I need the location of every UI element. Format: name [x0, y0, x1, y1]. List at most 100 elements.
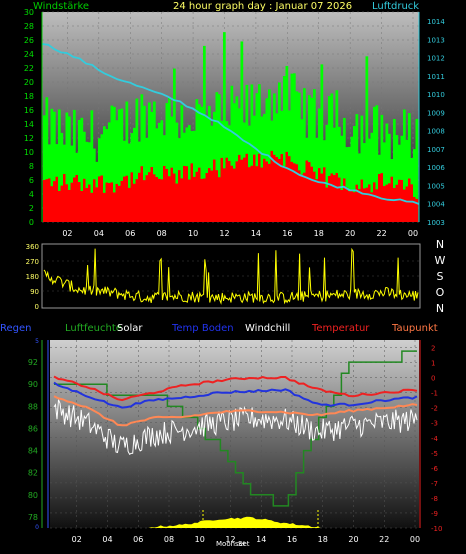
wind-average-bar	[178, 170, 181, 222]
wind-average-bar	[350, 191, 354, 222]
wind-average-bar	[365, 187, 369, 222]
wind-gust-bar	[240, 41, 244, 222]
wind-average-bar	[80, 190, 84, 222]
wind-average-bar	[275, 157, 279, 222]
wind-gust-bar	[78, 119, 81, 222]
direction-tick-label: 270	[26, 258, 39, 266]
temperature-tick-label: -1	[431, 390, 438, 398]
x-tick-label: 16	[287, 535, 297, 544]
wind-average-bar	[253, 154, 256, 222]
wind-gust-bar	[408, 113, 411, 222]
x-tick-label: 12	[219, 229, 229, 238]
wind-gust-bar	[385, 123, 389, 222]
wind-gust-bar	[290, 73, 294, 223]
wind-gust-bar	[395, 135, 399, 222]
wind-average-bar	[128, 187, 131, 222]
wind-gust-bar	[155, 128, 159, 222]
pressure-tick-label: 1010	[427, 91, 445, 99]
wind-average-bar	[60, 185, 64, 222]
x-tick-label: 06	[125, 229, 135, 238]
wind-gust-bar	[400, 135, 404, 222]
temperature-tick-label: 0	[431, 375, 435, 383]
wind-average-bar	[395, 184, 399, 222]
wind-gust-bar	[205, 117, 209, 222]
wind-gust-bar	[388, 133, 391, 222]
wind-average-bar	[325, 187, 329, 222]
compass-letter: W	[435, 254, 446, 267]
pressure-tick-label: 1012	[427, 55, 445, 63]
wind-gust-bar	[50, 108, 54, 222]
x-tick-label: 04	[94, 229, 104, 238]
wind-gust-bar	[405, 139, 409, 222]
wind-tick-label: 6	[29, 176, 34, 185]
wind-gust-bar	[340, 135, 344, 222]
solar-area	[50, 516, 419, 528]
wind-average-bar	[155, 177, 159, 222]
wind-average-bar	[158, 178, 161, 222]
wind-gust-bar	[335, 90, 339, 223]
wind-tick-label: 8	[29, 162, 34, 171]
wind-average-bar	[273, 154, 276, 222]
wind-average-bar	[385, 184, 389, 222]
wind-average-bar	[243, 157, 246, 222]
wind-average-bar	[313, 171, 316, 222]
wind-average-bar	[228, 160, 231, 222]
direction-panel-grid	[42, 260, 420, 292]
wind-average-bar	[200, 178, 204, 222]
wind-average-bar	[215, 170, 219, 222]
wind-average-bar	[130, 172, 134, 222]
wind-gust-bar	[353, 125, 356, 222]
pressure-tick-label: 1009	[427, 109, 445, 117]
wind-gust-bar	[140, 94, 144, 222]
temperature-tick-label: -2	[431, 405, 438, 413]
wind-average-bar	[78, 182, 81, 222]
wind-average-bar	[233, 168, 236, 222]
wind-average-bar	[43, 180, 46, 222]
wind-average-bar	[250, 165, 254, 222]
wind-gust-bar	[65, 112, 69, 222]
wind-average-bar	[135, 179, 139, 222]
wind-average-bar	[400, 179, 404, 222]
wind-average-bar	[218, 177, 221, 222]
wind-direction-line	[43, 247, 419, 305]
wind-average-bar	[268, 163, 271, 222]
wind-average-bar	[68, 189, 71, 222]
wind-gust-bar	[208, 105, 211, 222]
wind-tick-label: 26	[24, 36, 34, 45]
wind-average-bar	[380, 173, 384, 222]
wind-average-bar	[375, 189, 379, 222]
wind-gust-bar	[360, 115, 364, 222]
wind-average-bar	[45, 179, 49, 222]
wind-gust-bar	[43, 115, 46, 222]
wind-tick-label: 30	[24, 8, 34, 17]
direction-tick-label: 90	[30, 288, 39, 296]
wind-average-bar	[258, 153, 261, 222]
wind-average-bar	[195, 171, 199, 222]
wind-gust-bar	[278, 82, 281, 223]
wind-average-bar	[263, 158, 266, 222]
wind-gust-bar	[258, 84, 261, 222]
pressure-tick-label: 1007	[427, 146, 445, 154]
x-tick-label: 22	[376, 229, 386, 238]
humidity-panel-background	[50, 340, 419, 528]
rain-tick-label: 0	[35, 524, 39, 531]
dewpoint-line	[53, 395, 418, 427]
soil-temp-line	[53, 381, 418, 409]
wind-gust-bar	[125, 101, 129, 222]
x-tick-label: 20	[345, 229, 355, 238]
wind-tick-label: 14	[24, 120, 34, 129]
wind-average-bar	[110, 182, 114, 222]
wind-average-bar	[278, 159, 281, 222]
wind-tick-label: 16	[24, 106, 34, 115]
wind-average-bar	[383, 186, 386, 222]
wind-gust-bar	[195, 99, 199, 222]
direction-tick-label: 180	[26, 273, 39, 281]
wind-average-bar	[143, 180, 146, 222]
wind-gust-bar	[363, 143, 366, 222]
legend-temp-boden: Temp Boden	[171, 323, 234, 334]
wind-gust-bar	[135, 98, 139, 222]
wind-bars	[43, 32, 419, 223]
wind-average-bar	[220, 157, 224, 222]
wind-average-bar	[70, 182, 74, 222]
wind-gust-bar	[215, 92, 219, 222]
